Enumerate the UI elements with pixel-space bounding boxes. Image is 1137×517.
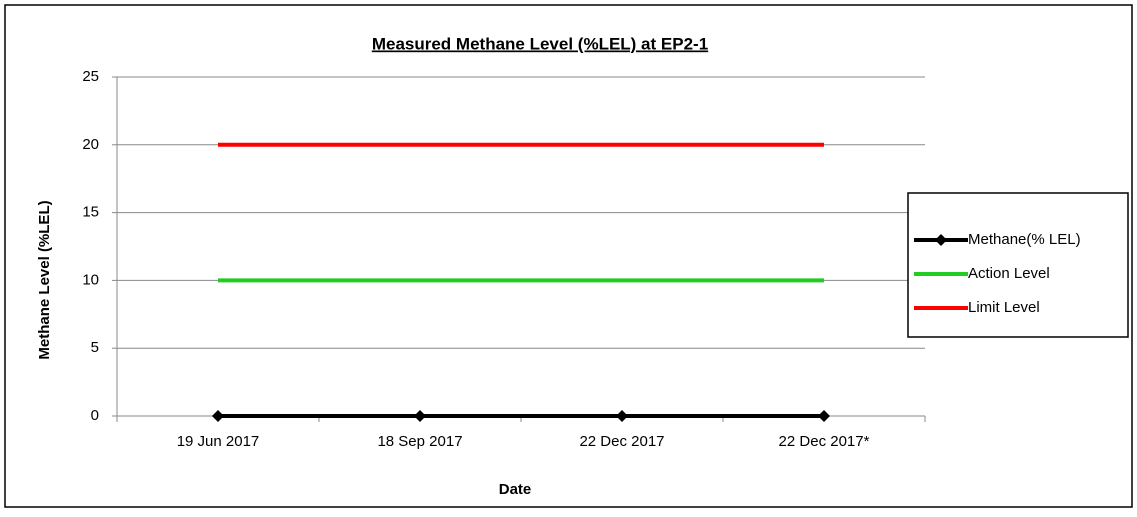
- legend-label: Limit Level: [968, 299, 1040, 316]
- marker: [818, 410, 830, 422]
- y-tick-label: 25: [82, 68, 99, 85]
- y-axis-label: Methane Level (%LEL): [36, 200, 53, 359]
- y-tick-label: 0: [91, 407, 99, 424]
- y-tick-label: 5: [91, 339, 99, 356]
- legend-label: Action Level: [968, 265, 1050, 282]
- x-tick-label: 19 Jun 2017: [177, 433, 260, 450]
- y-tick-label: 15: [82, 204, 99, 221]
- legend-label: Methane(% LEL): [968, 231, 1081, 248]
- marker: [616, 410, 628, 422]
- y-tick-label: 10: [82, 271, 99, 288]
- x-tick-label: 22 Dec 2017: [579, 433, 664, 450]
- marker: [212, 410, 224, 422]
- y-tick-label: 20: [82, 136, 99, 153]
- marker: [935, 234, 947, 246]
- legend-box: [907, 192, 1129, 338]
- chart-title: Measured Methane Level (%LEL) at EP2-1: [372, 34, 708, 53]
- x-tick-label: 18 Sep 2017: [377, 433, 462, 450]
- x-axis-label: Date: [499, 481, 532, 498]
- marker: [414, 410, 426, 422]
- x-tick-label: 22 Dec 2017*: [779, 433, 870, 450]
